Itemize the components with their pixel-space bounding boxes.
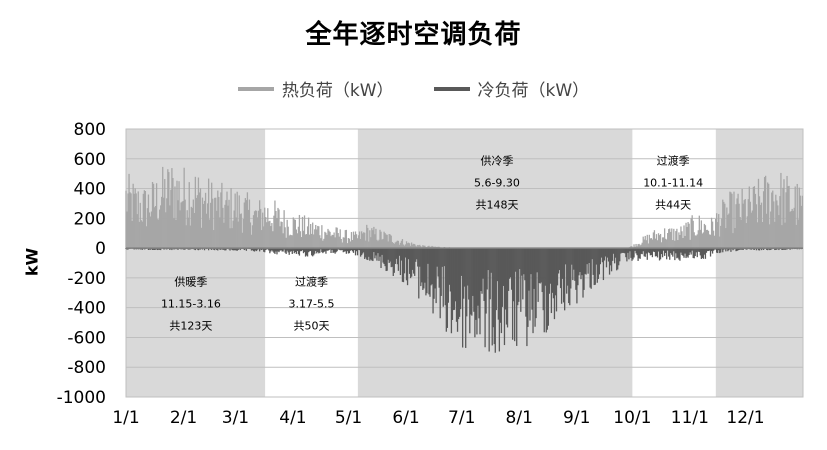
annotation-2-line-2: 共148天: [475, 199, 518, 212]
annotation-0-line-2: 共123天: [169, 319, 212, 332]
x-tick-label: 9/1: [563, 408, 590, 428]
x-tick-label: 8/1: [506, 408, 533, 428]
x-tick-label: 3/1: [222, 408, 249, 428]
period-shade-4: [715, 129, 803, 397]
legend-item-heat: 热负荷（kW）: [237, 76, 394, 101]
annotation-3-line-1: 10.1-11.14: [643, 177, 703, 190]
x-tick-label: 7/1: [448, 408, 475, 428]
annotation-0-line-1: 11.15-3.16: [161, 297, 221, 310]
y-tick-label: -600: [67, 328, 106, 348]
legend-item-cool: 冷负荷（kW）: [433, 76, 590, 101]
y-tick-label: 400: [74, 180, 106, 200]
annotation-1-line-0: 过渡季: [295, 274, 328, 288]
annotation-3-line-2: 共44天: [655, 199, 691, 212]
legend-swatch-cool: [433, 86, 470, 91]
annotation-2-line-0: 供冷季: [480, 154, 513, 168]
chart-title: 全年逐时空调负荷: [305, 20, 522, 50]
x-tick-label: 4/1: [279, 408, 306, 428]
period-shade-0: [126, 129, 266, 397]
series-heat: [125, 166, 804, 249]
y-tick-label: 600: [74, 150, 106, 170]
y-tick-label: -400: [67, 299, 106, 319]
legend-swatch-heat: [237, 86, 274, 91]
y-tick-label: -200: [67, 269, 106, 289]
x-tick-label: 5/1: [335, 408, 362, 428]
legend: 热负荷（kW） 冷负荷（kW）: [0, 76, 827, 101]
y-tick-label: -800: [67, 358, 106, 378]
annotation-3-line-0: 过渡季: [657, 154, 690, 168]
y-tick-label: -1000: [57, 388, 106, 408]
legend-label-cool: 冷负荷（kW）: [477, 81, 590, 101]
x-tick-label: 10/1: [613, 408, 651, 428]
x-tick-label: 11/1: [671, 408, 709, 428]
annotation-0-line-0: 供暖季: [174, 274, 207, 288]
x-tick-label: 12/1: [726, 408, 764, 428]
plot-border: [125, 128, 804, 398]
x-tick-label: 6/1: [392, 408, 419, 428]
x-tick-label: 1/1: [112, 408, 139, 428]
y-tick-label: 200: [74, 209, 106, 229]
series-cool: [125, 248, 804, 353]
annotation-1-line-1: 3.17-5.5: [288, 297, 334, 310]
y-tick-label: 0: [95, 239, 106, 259]
x-tick-label: 2/1: [170, 408, 197, 428]
y-tick-label: 800: [74, 120, 106, 140]
annotation-1-line-2: 共50天: [293, 319, 329, 332]
legend-label-heat: 热负荷（kW）: [281, 81, 394, 101]
annotation-2-line-1: 5.6-9.30: [474, 177, 520, 190]
